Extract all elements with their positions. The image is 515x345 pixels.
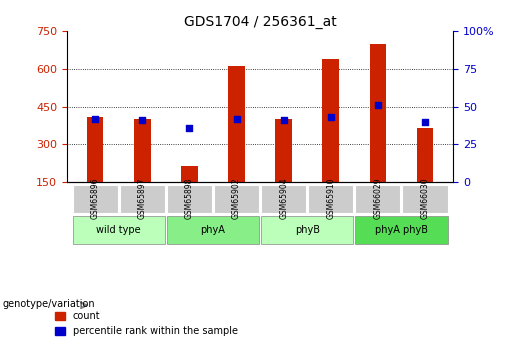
Text: phyB: phyB: [295, 225, 320, 235]
Text: GSM66030: GSM66030: [420, 178, 430, 219]
Bar: [261, 185, 306, 213]
Point: [421, 119, 429, 125]
Bar: [73, 185, 118, 213]
Bar: [402, 185, 448, 213]
Text: GSM65896: GSM65896: [91, 178, 100, 219]
Bar: [87, 117, 104, 182]
Text: phyA: phyA: [200, 225, 226, 235]
Bar: [355, 185, 401, 213]
Point: [232, 116, 241, 121]
Bar: [119, 185, 165, 213]
Bar: [276, 119, 292, 182]
Bar: [261, 216, 353, 244]
Bar: [322, 59, 339, 182]
Bar: [167, 185, 212, 213]
Text: GSM65904: GSM65904: [279, 178, 288, 219]
Text: GSM66029: GSM66029: [373, 178, 382, 219]
Point: [91, 116, 99, 121]
Point: [327, 115, 335, 120]
Bar: [370, 44, 386, 182]
Bar: [214, 185, 259, 213]
Bar: [134, 119, 150, 182]
Text: GSM65897: GSM65897: [138, 178, 147, 219]
Text: phyA phyB: phyA phyB: [375, 225, 428, 235]
Point: [280, 118, 288, 123]
Legend: count, percentile rank within the sample: count, percentile rank within the sample: [51, 307, 242, 340]
Text: GSM65902: GSM65902: [232, 178, 241, 219]
Bar: [308, 185, 353, 213]
Text: GSM65910: GSM65910: [326, 178, 335, 219]
Bar: [355, 216, 448, 244]
Bar: [167, 216, 259, 244]
Bar: [73, 216, 165, 244]
Bar: [417, 128, 433, 182]
Point: [374, 102, 382, 108]
Point: [185, 125, 194, 130]
Title: GDS1704 / 256361_at: GDS1704 / 256361_at: [184, 14, 336, 29]
Text: GSM65898: GSM65898: [185, 178, 194, 219]
Point: [138, 118, 146, 123]
Bar: [228, 66, 245, 182]
Bar: [181, 166, 198, 182]
Text: genotype/variation: genotype/variation: [3, 299, 95, 308]
Text: wild type: wild type: [96, 225, 141, 235]
